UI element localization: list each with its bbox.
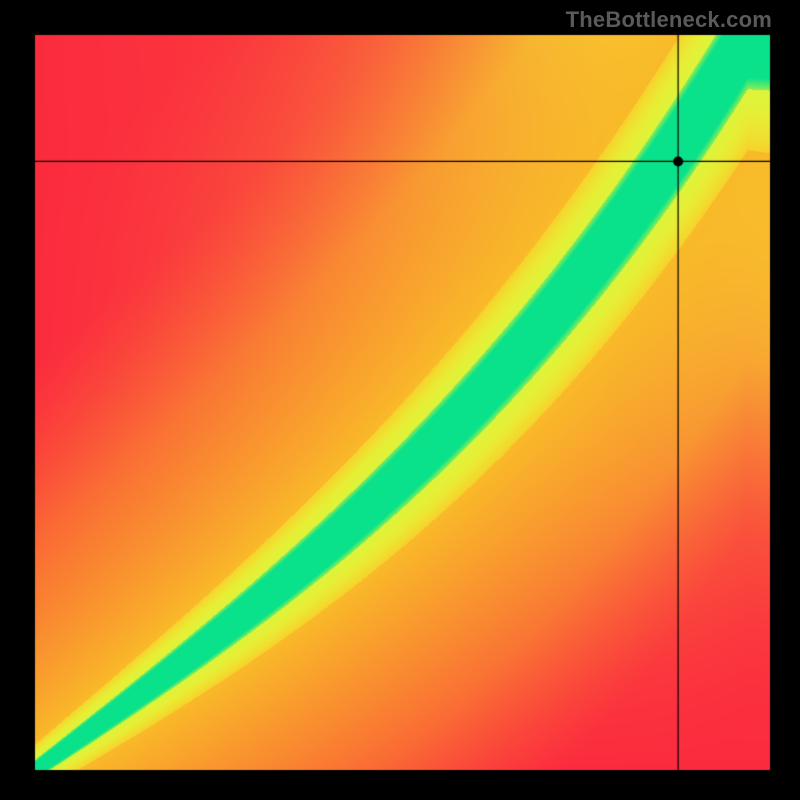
watermark-text: TheBottleneck.com xyxy=(566,7,772,33)
gradient-heatmap-canvas xyxy=(0,0,800,800)
chart-root: TheBottleneck.com xyxy=(0,0,800,800)
